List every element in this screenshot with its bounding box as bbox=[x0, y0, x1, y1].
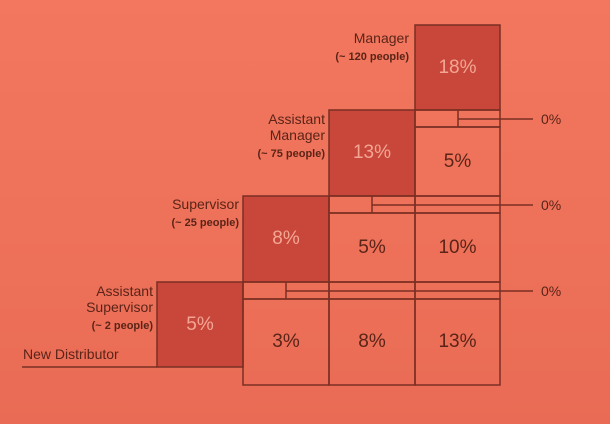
manager-on-assistant-manager-pct: 5% bbox=[443, 150, 472, 172]
assistant-manager-count: (~ 75 people) bbox=[257, 148, 325, 160]
supervisor-title: Supervisor bbox=[172, 196, 239, 212]
assistant-supervisor-own-pct: 5% bbox=[186, 313, 214, 335]
assistant-manager-title-line2: Manager bbox=[269, 127, 325, 143]
zero-label-assistant-manager-row: 0% bbox=[541, 197, 562, 213]
manager-box bbox=[414, 24, 501, 111]
manager-own-pct: 18% bbox=[438, 56, 477, 78]
base-from-assistant-manager-pct: 8% bbox=[358, 331, 386, 352]
supervisor-box bbox=[242, 195, 330, 283]
assistant-supervisor-title-line1: Assistant bbox=[96, 283, 153, 299]
base-from-supervisor-pct: 3% bbox=[272, 331, 300, 352]
assistant-manager-box bbox=[328, 109, 416, 197]
supervisor-label: Supervisor (~ 25 people) bbox=[171, 196, 239, 231]
manager-count: (~ 120 people) bbox=[335, 51, 409, 63]
new-distributor-label: New Distributor bbox=[23, 346, 119, 362]
supervisor-from-manager-pct: 10% bbox=[438, 236, 477, 258]
supervisor-from-assistant-manager-pct: 5% bbox=[358, 236, 386, 258]
assistant-supervisor-title-line2: Supervisor bbox=[86, 299, 153, 315]
assistant-supervisor-label: Assistant Supervisor (~ 2 people) bbox=[86, 283, 153, 334]
manager-title: Manager bbox=[353, 30, 409, 46]
zero-label-supervisor-row: 0% bbox=[541, 283, 562, 299]
manager-label: Manager (~ 120 people) bbox=[335, 30, 409, 65]
assistant-manager-own-pct: 13% bbox=[352, 142, 392, 163]
assistant-supervisor-count: (~ 2 people) bbox=[91, 320, 153, 332]
supervisor-count: (~ 25 people) bbox=[171, 217, 239, 229]
assistant-manager-label: Assistant Manager (~ 75 people) bbox=[257, 111, 325, 162]
base-from-manager-pct: 13% bbox=[438, 331, 477, 352]
supervisor-own-pct: 8% bbox=[272, 228, 300, 249]
zero-label-manager-row: 0% bbox=[541, 111, 562, 127]
assistant-manager-title-line1: Assistant bbox=[268, 111, 325, 127]
